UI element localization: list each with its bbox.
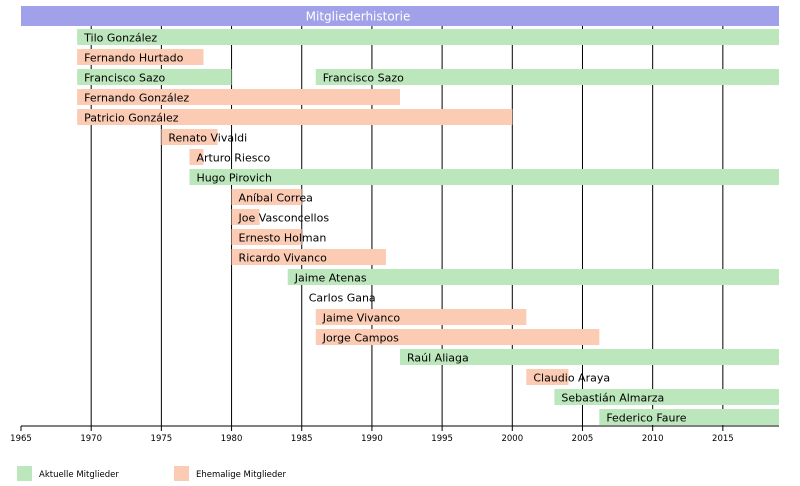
legend-swatch-current [17, 466, 32, 481]
bar-row-1-0 [77, 49, 204, 65]
gridlines [90, 26, 724, 426]
bar-row-6-0 [189, 149, 204, 165]
bar-row-14-0 [315, 309, 527, 325]
bar-row-17-0 [526, 369, 569, 385]
bar-label-row-6-0: Arturo Riesco [196, 152, 270, 165]
tick-label-2010: 2010 [642, 434, 664, 444]
bar-row-0-0 [77, 29, 780, 45]
bar-label-row-2-0: Francisco Sazo [84, 72, 165, 85]
bar-row-2-0 [77, 69, 232, 85]
bar-row-19-0 [599, 409, 779, 425]
tick-label-2000: 2000 [501, 434, 523, 444]
title-bar [21, 6, 779, 26]
bar-row-15-0 [315, 329, 600, 345]
bar-label-row-9-0: Joe Vasconcellos [238, 212, 330, 225]
bar-label-row-0-0: Tilo González [83, 32, 157, 45]
legend-label-former: Ehemalige Mitglieder [196, 470, 287, 480]
tick-label-2015: 2015 [712, 434, 734, 444]
bar-row-7-0 [189, 169, 779, 185]
bar-row-11-0 [231, 249, 386, 265]
bar-label-row-3-0: Fernando González [84, 92, 189, 105]
bar-label-row-8-0: Aníbal Correa [239, 192, 313, 205]
bar-row-10-0 [231, 229, 302, 245]
bar-label-row-1-0: Fernando Hurtado [84, 52, 184, 65]
tick-label-1980: 1980 [221, 434, 243, 444]
bar-label-row-12-0: Jaime Atenas [294, 272, 367, 285]
legend-label-current: Aktuelle Mitglieder [39, 470, 119, 480]
bar-label-row-14-0: Jaime Vivanco [322, 312, 401, 325]
tick-label-1990: 1990 [361, 434, 383, 444]
tick-label-1965: 1965 [10, 434, 32, 444]
tick-label-1970: 1970 [80, 434, 102, 444]
tick-label-1985: 1985 [291, 434, 313, 444]
legend-swatch-former [174, 466, 189, 481]
bar-row-8-0 [231, 189, 302, 205]
bar-row-16-0 [400, 349, 779, 365]
bar-label-row-11-0: Ricardo Vivanco [239, 252, 328, 265]
bar-row-9-0 [231, 209, 260, 225]
tick-label-1995: 1995 [431, 434, 453, 444]
bar-label-row-15-0: Jorge Campos [322, 332, 399, 345]
bar-label-row-19-0: Federico Faure [606, 412, 686, 425]
bar-label-row-13-0: Carlos Gana [309, 292, 376, 305]
bar-row-2-1 [315, 69, 779, 85]
tick-label-2005: 2005 [572, 434, 594, 444]
bar-row-5-0 [161, 129, 218, 145]
bar-label-row-4-0: Patricio González [84, 112, 179, 125]
bar-label-row-10-0: Ernesto Holman [239, 232, 327, 245]
tick-label-1975: 1975 [151, 434, 173, 444]
member-bars: Tilo González Fernando Hurtado Francisco S… [77, 29, 780, 425]
bar-label-row-18-0: Sebastián Almarza [561, 392, 664, 405]
bar-row-4-0 [77, 109, 513, 125]
bar-row-12-0 [287, 269, 779, 285]
bar-label-row-5-0: Renato Vivaldi [168, 132, 247, 145]
chart-title: Mitgliederhistorie [306, 10, 411, 24]
bar-label-row-7-0: Hugo Pirovich [196, 172, 272, 185]
x-axis: 1965 1970 1975 1980 1985 1990 1995 2000 2005 2010… [10, 425, 779, 444]
legend: Aktuelle Mitglieder Ehemalige Mitglieder [17, 466, 287, 481]
bar-row-3-0 [77, 89, 401, 105]
bar-label-row-2-1: Francisco Sazo [323, 72, 404, 85]
bar-label-row-16-0: Raúl Aliaga [407, 352, 469, 365]
bar-row-18-0 [554, 389, 779, 405]
bar-label-row-17-0: Claudio Araya [533, 372, 610, 385]
